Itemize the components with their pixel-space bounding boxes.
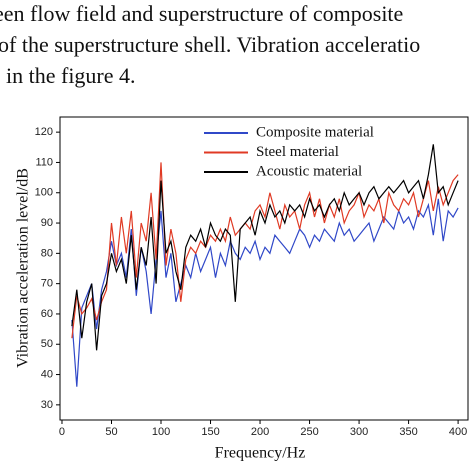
x-tick-label: 300 xyxy=(350,426,368,438)
y-tick-label: 120 xyxy=(35,126,53,138)
y-tick-label: 50 xyxy=(41,338,53,350)
x-tick-label: 200 xyxy=(251,426,269,438)
x-tick-label: 250 xyxy=(300,426,318,438)
series-line xyxy=(71,144,459,351)
y-tick-label: 60 xyxy=(41,308,53,320)
x-tick-label: 400 xyxy=(449,426,467,438)
paragraph-line: een flow field and superstructure of com… xyxy=(0,1,403,26)
legend-label: Steel material xyxy=(256,144,339,160)
series-line xyxy=(71,198,459,387)
paragraph-line: of the superstructure shell. Vibration a… xyxy=(0,32,420,57)
series-line xyxy=(71,162,459,339)
x-axis-label: Frequency/Hz xyxy=(215,445,306,462)
x-tick-label: 50 xyxy=(105,426,117,438)
y-tick-label: 70 xyxy=(41,278,53,290)
x-tick-label: 150 xyxy=(201,426,219,438)
y-tick-label: 90 xyxy=(41,217,53,229)
y-tick-label: 30 xyxy=(41,399,53,411)
y-tick-label: 80 xyxy=(41,247,53,259)
legend-label: Acoustic material xyxy=(256,163,362,179)
x-tick-label: 0 xyxy=(59,426,65,438)
y-tick-label: 40 xyxy=(41,368,53,380)
paragraph-line: in the figure 4. xyxy=(6,63,136,88)
x-tick-label: 350 xyxy=(399,426,417,438)
y-tick-label: 110 xyxy=(35,156,53,168)
legend-label: Composite material xyxy=(256,124,374,140)
plot-frame xyxy=(59,116,469,421)
y-axis-label: Vibration acceleration level/dB xyxy=(15,168,32,368)
y-tick-label: 100 xyxy=(35,187,53,199)
x-tick-label: 100 xyxy=(152,426,170,438)
